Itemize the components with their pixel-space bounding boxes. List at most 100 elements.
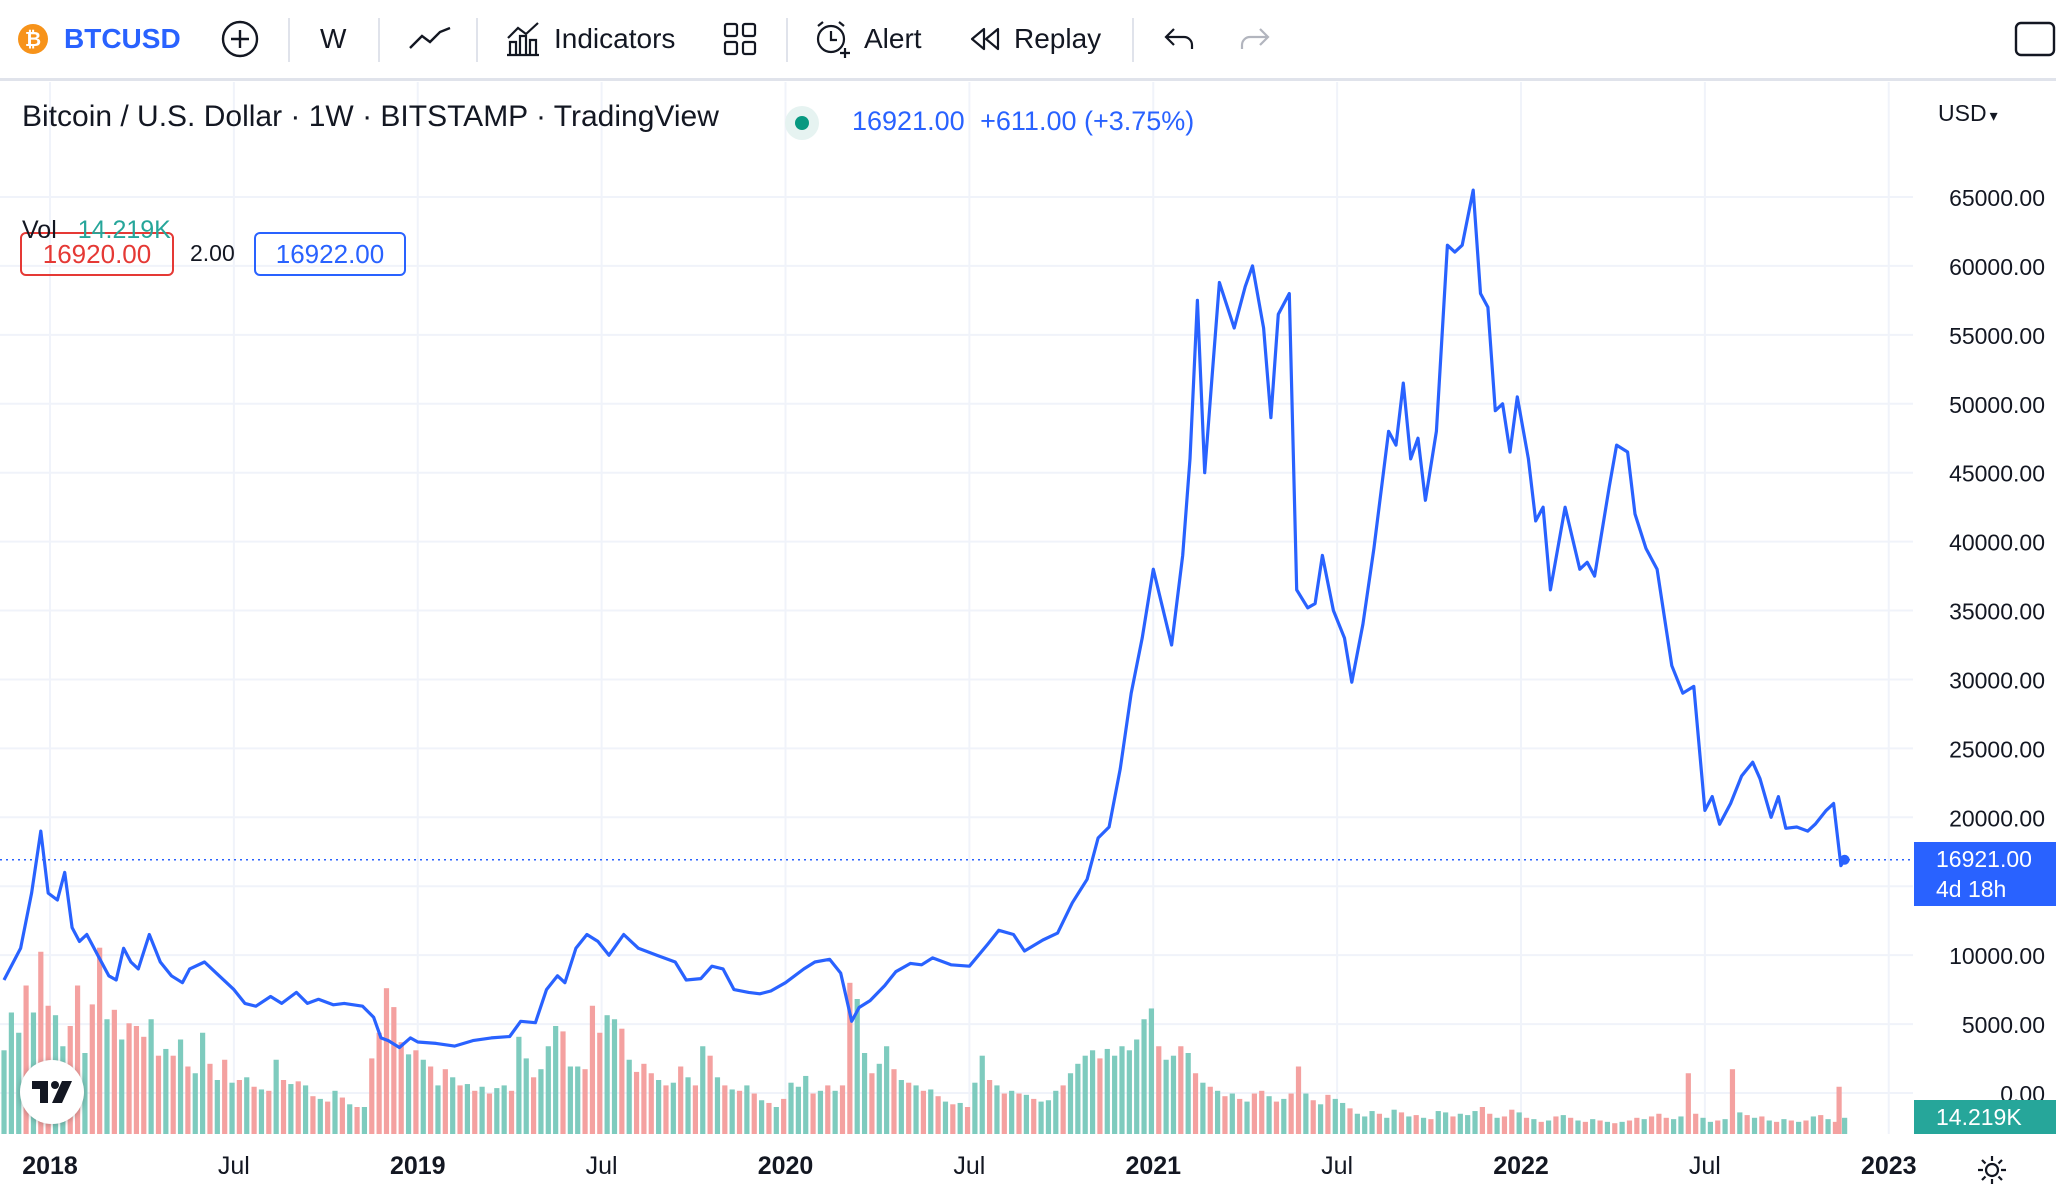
chart-type-button[interactable] — [408, 0, 452, 78]
volume-bar — [1450, 1116, 1456, 1134]
buy-price-button[interactable]: 16922.00 — [254, 232, 406, 276]
legend-title: Bitcoin / U.S. Dollar · 1W · BITSTAMP · … — [22, 100, 719, 133]
volume-bar — [23, 985, 29, 1134]
volume-bar — [538, 1069, 544, 1134]
volume-bar — [236, 1080, 242, 1134]
interval-button[interactable]: W — [320, 0, 346, 78]
volume-bar — [839, 1085, 846, 1134]
volume-bar — [1112, 1055, 1118, 1134]
volume-bar — [1590, 1119, 1596, 1134]
symbol-search[interactable]: ₿ BTCUSD — [18, 0, 181, 78]
volume-bar — [383, 988, 390, 1134]
volume-bar — [1538, 1121, 1544, 1134]
volume-bar — [347, 1104, 353, 1134]
volume-bar — [1663, 1117, 1669, 1134]
undo-button[interactable] — [1162, 0, 1196, 78]
x-tick-label: 2021 — [1125, 1152, 1181, 1180]
volume-bar — [104, 1019, 110, 1134]
volume-bar — [207, 1063, 213, 1134]
volume-bar — [1134, 1039, 1140, 1134]
volume-bar — [1494, 1117, 1500, 1134]
volume-bar — [530, 1077, 537, 1134]
indicators-button[interactable]: Indicators — [504, 0, 675, 78]
price-chart[interactable]: 0.005000.0010000.0015000.0020000.0025000… — [0, 82, 2056, 1190]
layouts-button[interactable] — [722, 0, 758, 78]
market-status-indicator[interactable] — [785, 106, 819, 140]
volume-bar — [1420, 1117, 1427, 1134]
volume-bar — [876, 1063, 882, 1134]
volume-bar — [1207, 1086, 1213, 1134]
last-price-label: 16921.00 4d 18h — [1914, 842, 2056, 906]
gear-icon — [1978, 1156, 2006, 1184]
alert-button[interactable]: Alert — [812, 0, 922, 78]
currency-selector[interactable]: USD ▾ — [1934, 100, 2002, 127]
volume-bar — [1060, 1085, 1066, 1134]
volume-bar — [1398, 1112, 1405, 1134]
volume-bar — [1362, 1116, 1368, 1134]
volume-bar — [1317, 1104, 1324, 1134]
volume-bar — [1251, 1093, 1257, 1134]
tradingview-logo-icon — [32, 1081, 72, 1103]
sell-price-button[interactable]: 16920.00 — [20, 232, 174, 276]
replay-button[interactable]: Replay — [968, 0, 1101, 78]
chart-settings-button[interactable] — [1972, 1150, 2012, 1190]
volume-bar — [987, 1080, 993, 1134]
redo-button[interactable] — [1238, 0, 1272, 78]
volume-bar — [920, 1090, 927, 1134]
volume-bar — [494, 1088, 500, 1134]
volume-bar — [553, 1026, 559, 1134]
symbol-label: BTCUSD — [64, 23, 181, 54]
volume-bar — [325, 1101, 331, 1134]
volume-bar — [1553, 1116, 1559, 1134]
volume-bar — [1479, 1107, 1485, 1134]
svg-text:₿: ₿ — [25, 29, 41, 51]
volume-bar — [163, 1048, 169, 1134]
fullscreen-button[interactable] — [2014, 0, 2056, 78]
tradingview-logo[interactable] — [20, 1060, 84, 1124]
volume-bar — [1222, 1096, 1228, 1134]
volume-bar — [773, 1107, 779, 1134]
volume-bar — [861, 1053, 868, 1134]
volume-bar — [964, 1107, 971, 1134]
volume-bar — [1288, 1093, 1294, 1134]
volume-bar — [722, 1085, 728, 1134]
bid-value: 16920.00 — [42, 238, 152, 269]
volume-bar — [1707, 1121, 1713, 1134]
volume-bar — [1729, 1069, 1736, 1134]
volume-bar — [119, 1039, 125, 1134]
volume-bar — [1126, 1050, 1132, 1134]
volume-bar — [817, 1090, 824, 1134]
y-tick-label: 65000.00 — [1949, 185, 2045, 211]
interval-label: W — [320, 23, 347, 54]
volume-bar — [1038, 1101, 1044, 1134]
volume-bar — [950, 1104, 956, 1134]
volume-bar — [825, 1085, 831, 1134]
volume-bar — [1016, 1093, 1022, 1134]
y-tick-label: 40000.00 — [1949, 530, 2045, 556]
volume-bar — [670, 1082, 676, 1134]
bar-countdown: 4d 18h — [1936, 876, 2007, 902]
volume-bar — [273, 1059, 279, 1134]
x-tick-label: Jul — [953, 1152, 985, 1180]
volume-bar — [1435, 1111, 1441, 1134]
volume-bar — [1457, 1113, 1463, 1134]
volume-bar — [1163, 1059, 1169, 1134]
volume-bar — [89, 1004, 95, 1134]
volume-bar — [1523, 1117, 1530, 1134]
volume-bar — [1685, 1073, 1691, 1134]
volume-bar — [391, 1007, 397, 1134]
chart-pane[interactable]: 0.005000.0010000.0015000.0020000.0025000… — [0, 82, 2056, 1190]
volume-bar — [847, 982, 853, 1134]
compare-add-button[interactable] — [220, 0, 260, 78]
volume-bar — [1487, 1113, 1493, 1134]
volume-bar — [280, 1080, 287, 1134]
y-tick-label: 10000.00 — [1949, 943, 2045, 969]
volume-bar — [567, 1066, 573, 1134]
volume-bar — [575, 1066, 581, 1134]
currency-label: USD — [1938, 100, 1987, 126]
volume-bar — [1119, 1046, 1125, 1134]
volume-bar — [1384, 1117, 1390, 1134]
volume-bar — [1472, 1111, 1478, 1134]
volume-scale-label: 14.219K — [1914, 1100, 2056, 1134]
volume-bar — [1170, 1055, 1177, 1134]
